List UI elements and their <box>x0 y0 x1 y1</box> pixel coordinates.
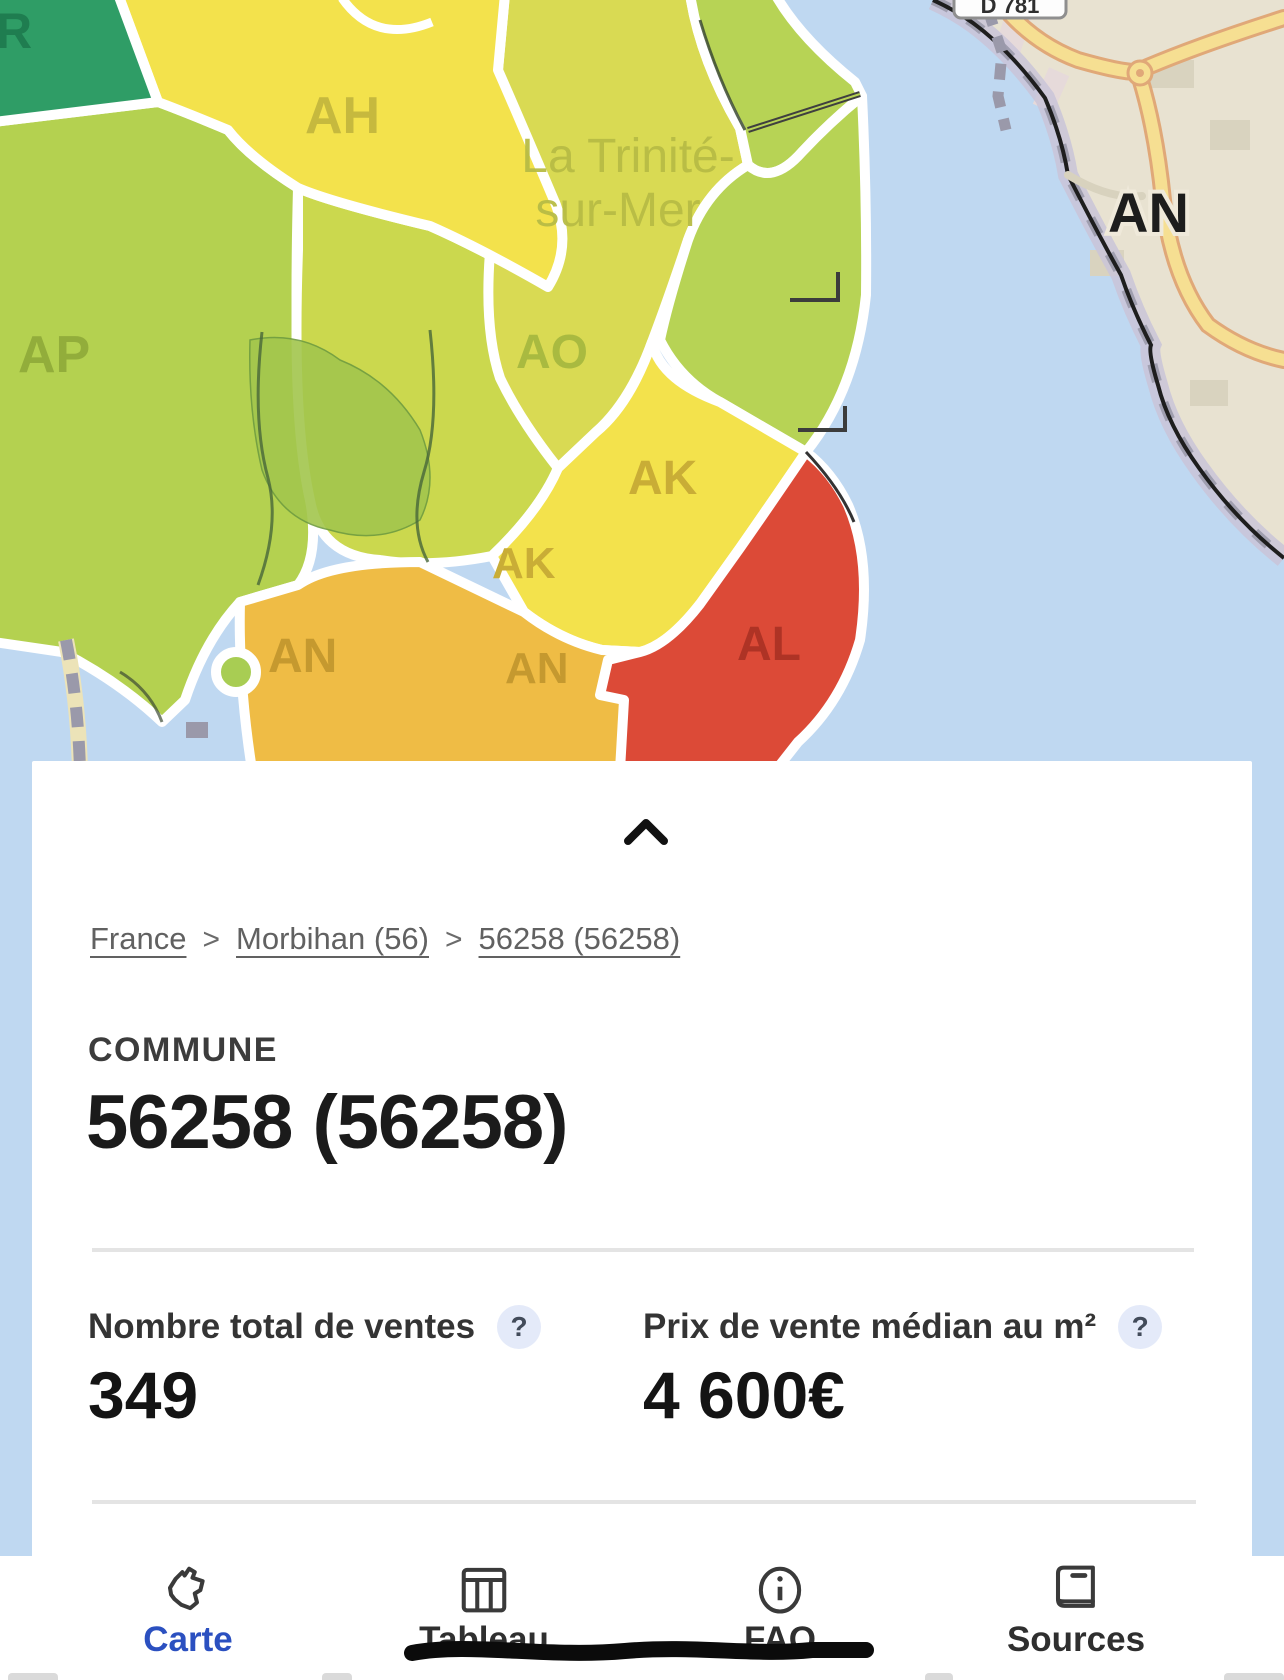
bottom-edge-mark <box>8 1673 58 1680</box>
zone-ah[interactable] <box>114 0 568 292</box>
bottom-edge-mark <box>1224 1673 1284 1680</box>
breadcrumb-separator: > <box>445 923 463 956</box>
road-badge: D 781 <box>952 0 1068 20</box>
map-label-an-base: AN <box>1108 181 1189 244</box>
help-icon[interactable]: ? <box>1118 1305 1163 1349</box>
tab-sources-label: Sources <box>1006 1620 1146 1659</box>
bottom-edge-mark <box>322 1673 352 1680</box>
chevron-up-icon <box>624 819 668 845</box>
bottom-sheet: France > Morbihan (56) > 56258 (56258) C… <box>32 761 1252 1680</box>
stat-total-sales: Nombre total de ventes ? 349 <box>88 1305 542 1433</box>
breadcrumb-link-departement[interactable]: Morbihan (56) <box>236 921 429 956</box>
tab-sources[interactable]: Sources <box>928 1556 1224 1680</box>
tab-faq-label: FAQ <box>744 1620 816 1659</box>
stat-median-price-label: Prix de vente médian au m² <box>643 1307 1097 1346</box>
map-zones[interactable] <box>0 0 872 775</box>
zone-coastal-mid[interactable] <box>655 91 872 457</box>
zone-label-an1: AN <box>268 630 337 683</box>
breadcrumb-link-france[interactable]: France <box>90 921 187 956</box>
zone-label-an2: AN <box>505 644 569 693</box>
zone-al[interactable] <box>595 447 869 775</box>
tab-tableau-label: Tableau <box>419 1620 549 1659</box>
france-map-icon <box>161 1562 215 1616</box>
breadcrumb-separator: > <box>202 923 221 956</box>
sheet-collapse-button[interactable] <box>618 813 674 853</box>
zone-label-r: R <box>0 3 32 59</box>
table-icon <box>457 1562 511 1616</box>
map-town-label: La Trinité- sur-Mer <box>521 130 734 237</box>
map-base-land <box>933 0 1284 558</box>
breadcrumb: France > Morbihan (56) > 56258 (56258) <box>90 921 680 957</box>
entity-type-label: COMMUNE <box>88 1031 278 1069</box>
bottom-edge-mark <box>925 1673 953 1680</box>
stat-total-sales-value: 349 <box>88 1358 199 1432</box>
bottom-tab-bar: Carte Tableau FAQ <box>0 1556 1284 1680</box>
map-roads <box>989 0 1284 369</box>
tab-carte[interactable]: Carte <box>40 1556 336 1680</box>
zone-label-ap: AP <box>18 326 90 384</box>
zone-island[interactable] <box>211 647 261 697</box>
zone-label-ao: AO <box>516 326 588 379</box>
divider <box>92 1248 1194 1252</box>
svg-text:D 781: D 781 <box>981 0 1040 18</box>
stat-total-sales-label: Nombre total de ventes <box>88 1307 476 1346</box>
zone-ar[interactable] <box>0 0 163 127</box>
commune-title: 56258 (56258) <box>86 1080 568 1165</box>
map-parcel-lines <box>119 0 861 723</box>
breadcrumb-link-commune[interactable]: 56258 (56258) <box>478 921 681 956</box>
map-zone-labels: R AH AP AO AK AK AN AN AL AN <box>0 3 1193 693</box>
stat-median-price: Prix de vente médian au m² ? 4 600€ <box>643 1305 1163 1433</box>
svg-text:La Trinité-: La Trinité- <box>521 130 734 183</box>
svg-text:sur-Mer: sur-Mer <box>535 184 700 237</box>
zone-label-ak2: AK <box>492 539 556 588</box>
tab-carte-label: Carte <box>143 1620 233 1659</box>
help-icon[interactable]: ? <box>497 1305 542 1349</box>
map-pier-top <box>982 8 1012 132</box>
info-circle-icon <box>753 1562 807 1616</box>
divider <box>92 1500 1196 1504</box>
zone-label-ak1: AK <box>628 452 698 505</box>
book-icon <box>1049 1562 1103 1616</box>
tab-tableau[interactable]: Tableau <box>336 1556 632 1680</box>
tab-faq[interactable]: FAQ <box>632 1556 928 1680</box>
map-pier-bottom-left <box>58 638 208 771</box>
stat-median-price-value: 4 600€ <box>643 1358 845 1432</box>
zone-label-ah: AH <box>305 87 380 145</box>
zone-label-al: AL <box>737 618 801 671</box>
